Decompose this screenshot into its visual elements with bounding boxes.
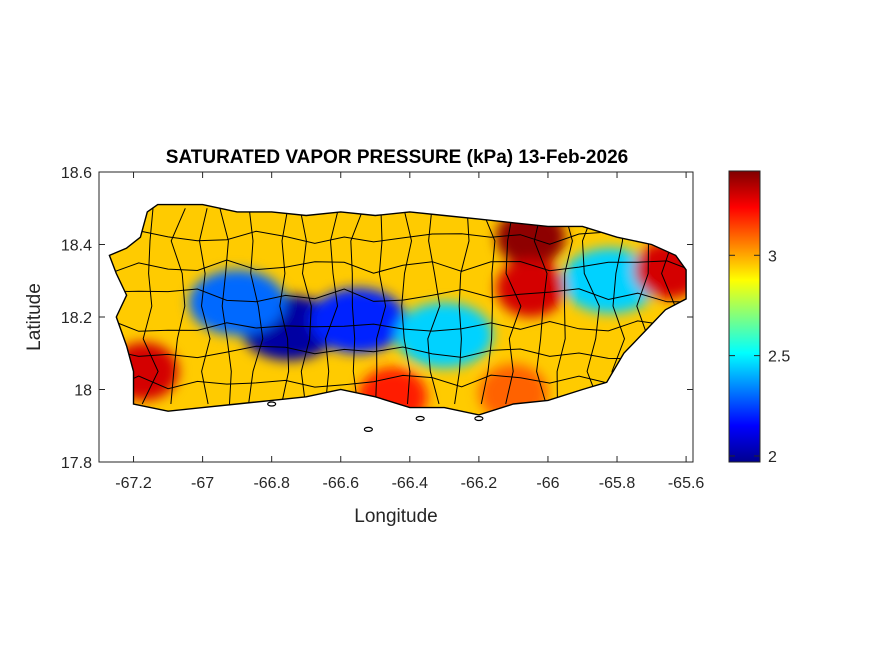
y-tick-label: 18.6 <box>61 165 92 182</box>
municipal-boundary <box>350 208 364 405</box>
municipal-boundary <box>427 208 441 405</box>
municipal-boundary <box>109 288 687 303</box>
x-tick-label: -66.2 <box>461 475 498 492</box>
municipal-boundary <box>109 230 687 245</box>
x-axis-ticks: -67.2 -67 -66.8 -66.6 -66.4 -66.2 -66 -65.8 -65.… <box>115 172 704 492</box>
municipal-boundary <box>581 208 601 405</box>
x-tick-label: -66.8 <box>253 475 290 492</box>
municipal-boundary <box>324 208 339 405</box>
colorbar-tick-label: 3 <box>768 248 777 265</box>
municipal-boundary <box>556 208 573 405</box>
y-tick-label: 18.4 <box>61 238 92 255</box>
municipal-boundary <box>401 208 413 405</box>
y-tick-label: 18.2 <box>61 310 92 327</box>
y-tick-label: 18 <box>74 383 92 400</box>
municipal-boundary <box>505 208 522 405</box>
field-blob-low <box>188 269 286 336</box>
x-axis-label: Longitude <box>354 506 437 527</box>
island-field <box>109 204 687 415</box>
municipal-boundary <box>611 208 626 405</box>
x-tick-label: -66 <box>536 475 559 492</box>
islet <box>363 426 373 432</box>
municipal-boundary <box>299 208 312 405</box>
field-blob-low <box>309 288 407 354</box>
chart-title: SATURATED VAPOR PRESSURE (kPa) 13-Feb-20… <box>166 147 628 168</box>
islet <box>415 415 425 422</box>
municipal-boundary <box>170 208 186 405</box>
municipal-boundary <box>454 208 470 405</box>
x-tick-label: -67 <box>191 475 214 492</box>
field-blob-low <box>561 248 659 314</box>
municipal-boundary <box>109 345 687 360</box>
y-axis-ticks: 17.8 18 18.2 18.4 18.6 <box>61 165 693 472</box>
municipal-boundary <box>109 319 687 332</box>
field-blob-high <box>496 259 566 317</box>
municipal-boundary <box>279 208 290 405</box>
colorbar-tick-label: 2.5 <box>768 349 790 366</box>
y-tick-label: 17.8 <box>61 455 92 472</box>
municipal-boundary <box>248 208 264 405</box>
islet <box>267 401 277 407</box>
y-axis-label: Latitude <box>24 283 45 351</box>
municipal-boundary <box>480 208 496 405</box>
x-tick-label: -66.4 <box>392 475 429 492</box>
field-blobs <box>109 208 687 415</box>
municipal-boundary <box>533 208 548 405</box>
colorbar-ticks: 22.53 <box>729 248 790 466</box>
x-tick-label: -65.8 <box>599 475 636 492</box>
islet <box>474 415 484 422</box>
colorbar-tick-label: 2 <box>768 449 777 466</box>
x-tick-label: -67.2 <box>115 475 152 492</box>
x-tick-label: -65.6 <box>668 475 705 492</box>
municipal-boundary <box>109 374 687 390</box>
colorbar <box>728 170 761 463</box>
municipal-boundary <box>219 208 232 405</box>
municipal-boundary <box>109 259 687 274</box>
islets <box>267 401 484 432</box>
municipal-boundary <box>141 208 159 405</box>
field-blob-low <box>396 302 493 368</box>
x-tick-label: -66.6 <box>323 475 360 492</box>
coastline <box>108 203 687 416</box>
